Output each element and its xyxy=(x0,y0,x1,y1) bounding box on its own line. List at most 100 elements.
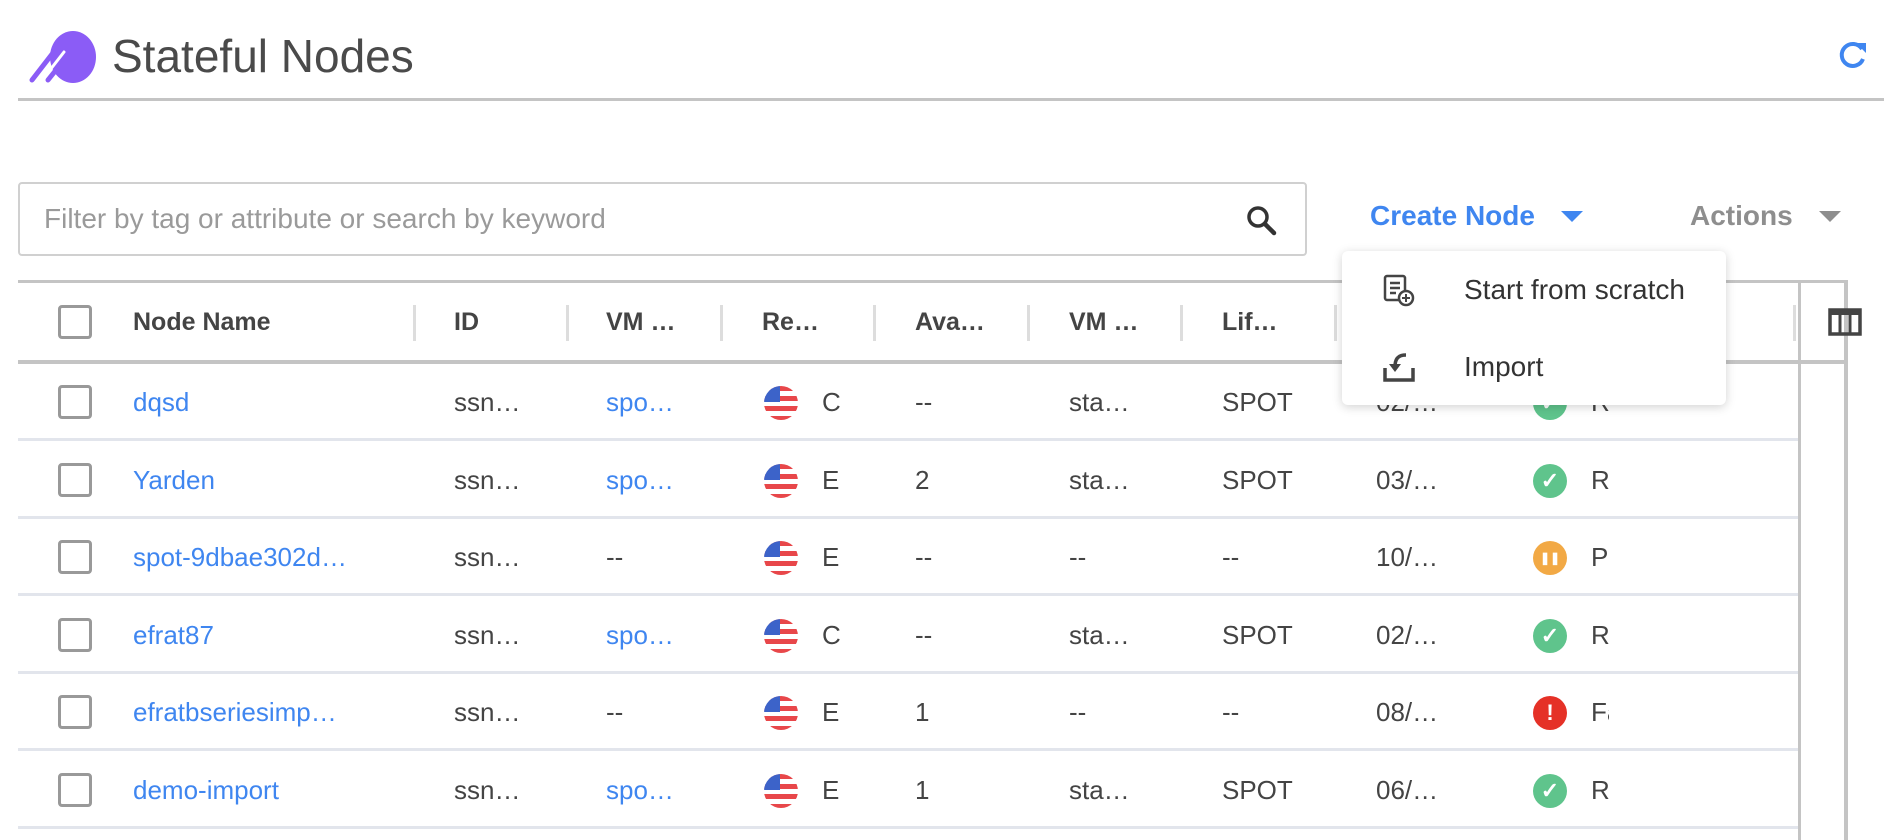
status-failed-icon: ! xyxy=(1533,696,1567,730)
column-header-vm-state[interactable]: VM … xyxy=(1069,308,1139,336)
status-running-icon: ✓ xyxy=(1533,773,1567,808)
create-node-label: Create Node xyxy=(1370,200,1535,231)
column-divider[interactable] xyxy=(1334,305,1337,341)
us-flag-icon xyxy=(764,618,798,653)
column-header-id[interactable]: ID xyxy=(454,308,479,336)
node-name-link[interactable]: dqsd xyxy=(133,387,190,417)
availability-cell: 2 xyxy=(915,464,930,495)
status-text: R xyxy=(1591,619,1609,650)
availability-cell: -- xyxy=(915,619,933,650)
date-cell: 03/… xyxy=(1376,464,1439,495)
chevron-down-icon xyxy=(1560,210,1583,222)
row-checkbox[interactable] xyxy=(58,540,92,574)
create-node-menu: Start from scratch Import xyxy=(1342,251,1726,405)
logo-icon xyxy=(29,31,96,83)
vm-state-cell: -- xyxy=(1069,697,1087,727)
row-checkbox[interactable] xyxy=(58,695,92,729)
search-input[interactable] xyxy=(44,184,1194,254)
node-name-link[interactable]: Yarden xyxy=(133,464,215,495)
availability-cell: -- xyxy=(915,387,933,417)
column-divider[interactable] xyxy=(1027,305,1030,341)
vm-cell[interactable]: spo… xyxy=(606,387,674,417)
page-title: Stateful Nodes xyxy=(112,30,414,82)
us-flag-icon xyxy=(764,773,798,808)
column-divider[interactable] xyxy=(720,305,723,341)
menu-item-import[interactable]: Import xyxy=(1342,328,1726,405)
us-flag-icon xyxy=(764,541,798,575)
table-row[interactable]: efrat87 ssn… spo… C -- sta… SPOT 02/… ✓ R xyxy=(18,597,1798,674)
menu-item-label: Start from scratch xyxy=(1464,273,1685,305)
table-header: Node Name ID VM … Re… Ava… VM … Lif… xyxy=(18,283,1798,364)
node-id: ssn… xyxy=(454,387,521,417)
status-text: P xyxy=(1591,542,1609,572)
table-row[interactable]: Yarden ssn… spo… E 2 sta… SPOT 03/… ✓ R xyxy=(18,442,1798,519)
region-cell: C xyxy=(822,619,841,650)
node-name-link[interactable]: efrat87 xyxy=(133,619,214,650)
column-divider[interactable] xyxy=(1793,305,1796,341)
table-row[interactable]: efratbseriesimp… ssn… -- E 1 -- -- 08/…! Fa xyxy=(18,674,1798,751)
select-all-checkbox[interactable] xyxy=(58,305,92,339)
column-header-node-name[interactable]: Node Name xyxy=(133,308,271,336)
column-header-availability[interactable]: Ava… xyxy=(915,308,985,336)
node-name-link[interactable]: efratbseriesimp… xyxy=(133,697,337,727)
status-running-icon: ✓ xyxy=(1533,463,1567,498)
column-header-vm[interactable]: VM … xyxy=(606,308,676,336)
date-cell: 06/… xyxy=(1376,774,1439,805)
row-checkbox[interactable] xyxy=(58,772,92,807)
row-checkbox[interactable] xyxy=(58,617,92,652)
vm-cell[interactable]: spo… xyxy=(606,464,674,495)
column-divider[interactable] xyxy=(873,305,876,341)
status-text: R xyxy=(1591,774,1609,805)
vm-state-cell: sta… xyxy=(1069,774,1130,805)
vm-cell[interactable]: spo… xyxy=(606,619,674,650)
column-divider[interactable] xyxy=(413,305,416,341)
node-id: ssn… xyxy=(454,774,521,805)
us-flag-icon xyxy=(764,463,798,498)
availability-cell: 1 xyxy=(915,697,930,727)
search-icon[interactable] xyxy=(1245,204,1279,238)
date-cell: 10/… xyxy=(1376,542,1439,572)
vm-cell[interactable]: spo… xyxy=(606,774,674,805)
node-name-link[interactable]: demo-import xyxy=(133,774,279,805)
header-divider xyxy=(18,98,1884,101)
lifecycle-cell: -- xyxy=(1222,542,1240,572)
column-settings-panel xyxy=(1798,280,1848,840)
node-id: ssn… xyxy=(454,697,521,727)
import-icon xyxy=(1383,352,1415,382)
column-divider[interactable] xyxy=(566,305,569,341)
document-plus-icon xyxy=(1383,274,1415,306)
vm-cell: -- xyxy=(606,542,624,572)
nodes-table: Node Name ID VM … Re… Ava… VM … Lif… dqs… xyxy=(18,280,1848,840)
node-name-link[interactable]: spot-9dbae302d… xyxy=(133,542,347,572)
column-header-region[interactable]: Re… xyxy=(762,308,819,336)
status-text: R xyxy=(1591,464,1609,495)
table-row[interactable]: demo-import ssn… spo… E 1 sta… SPOT 06/… ✓ R xyxy=(18,752,1798,829)
status-running-icon: ✓ xyxy=(1533,618,1567,653)
region-cell: E xyxy=(822,464,840,495)
lifecycle-cell: SPOT xyxy=(1222,464,1293,495)
date-cell: 08/… xyxy=(1376,697,1439,727)
menu-item-start-from-scratch[interactable]: Start from scratch xyxy=(1342,251,1726,328)
region-cell: E xyxy=(822,697,840,727)
node-id: ssn… xyxy=(454,542,521,572)
columns-icon[interactable] xyxy=(1828,308,1862,336)
availability-cell: -- xyxy=(915,542,933,572)
actions-button[interactable]: Actions xyxy=(1690,196,1841,236)
vm-cell: -- xyxy=(606,697,624,727)
column-header-lifecycle[interactable]: Lif… xyxy=(1222,308,1278,336)
region-cell: E xyxy=(822,542,840,572)
node-id: ssn… xyxy=(454,619,521,650)
availability-cell: 1 xyxy=(915,774,930,805)
row-checkbox[interactable] xyxy=(58,385,92,419)
us-flag-icon xyxy=(764,386,798,420)
row-checkbox[interactable] xyxy=(58,462,92,497)
us-flag-icon xyxy=(764,696,798,730)
refresh-icon[interactable] xyxy=(1838,40,1868,70)
vm-state-cell: sta… xyxy=(1069,619,1130,650)
search-box[interactable] xyxy=(18,182,1307,256)
create-node-button[interactable]: Create Node xyxy=(1370,196,1583,236)
table-row[interactable]: spot-9dbae302d… ssn… -- E -- -- -- 10/… ❚❚ P xyxy=(18,519,1798,596)
column-divider[interactable] xyxy=(1180,305,1183,341)
vm-state-cell: sta… xyxy=(1069,464,1130,495)
